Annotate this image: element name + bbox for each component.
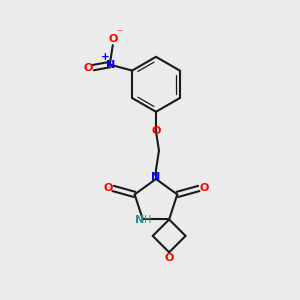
Text: +: + <box>101 52 110 62</box>
Text: O: O <box>109 34 118 44</box>
Text: O: O <box>83 63 93 73</box>
Text: O: O <box>164 253 174 263</box>
Text: H: H <box>144 215 151 225</box>
Text: O: O <box>200 184 209 194</box>
Text: O: O <box>103 184 112 194</box>
Text: O: O <box>151 126 161 136</box>
Text: ⁻: ⁻ <box>116 27 122 40</box>
Text: N: N <box>135 215 144 225</box>
Text: N: N <box>106 60 115 70</box>
Text: N: N <box>151 172 160 182</box>
